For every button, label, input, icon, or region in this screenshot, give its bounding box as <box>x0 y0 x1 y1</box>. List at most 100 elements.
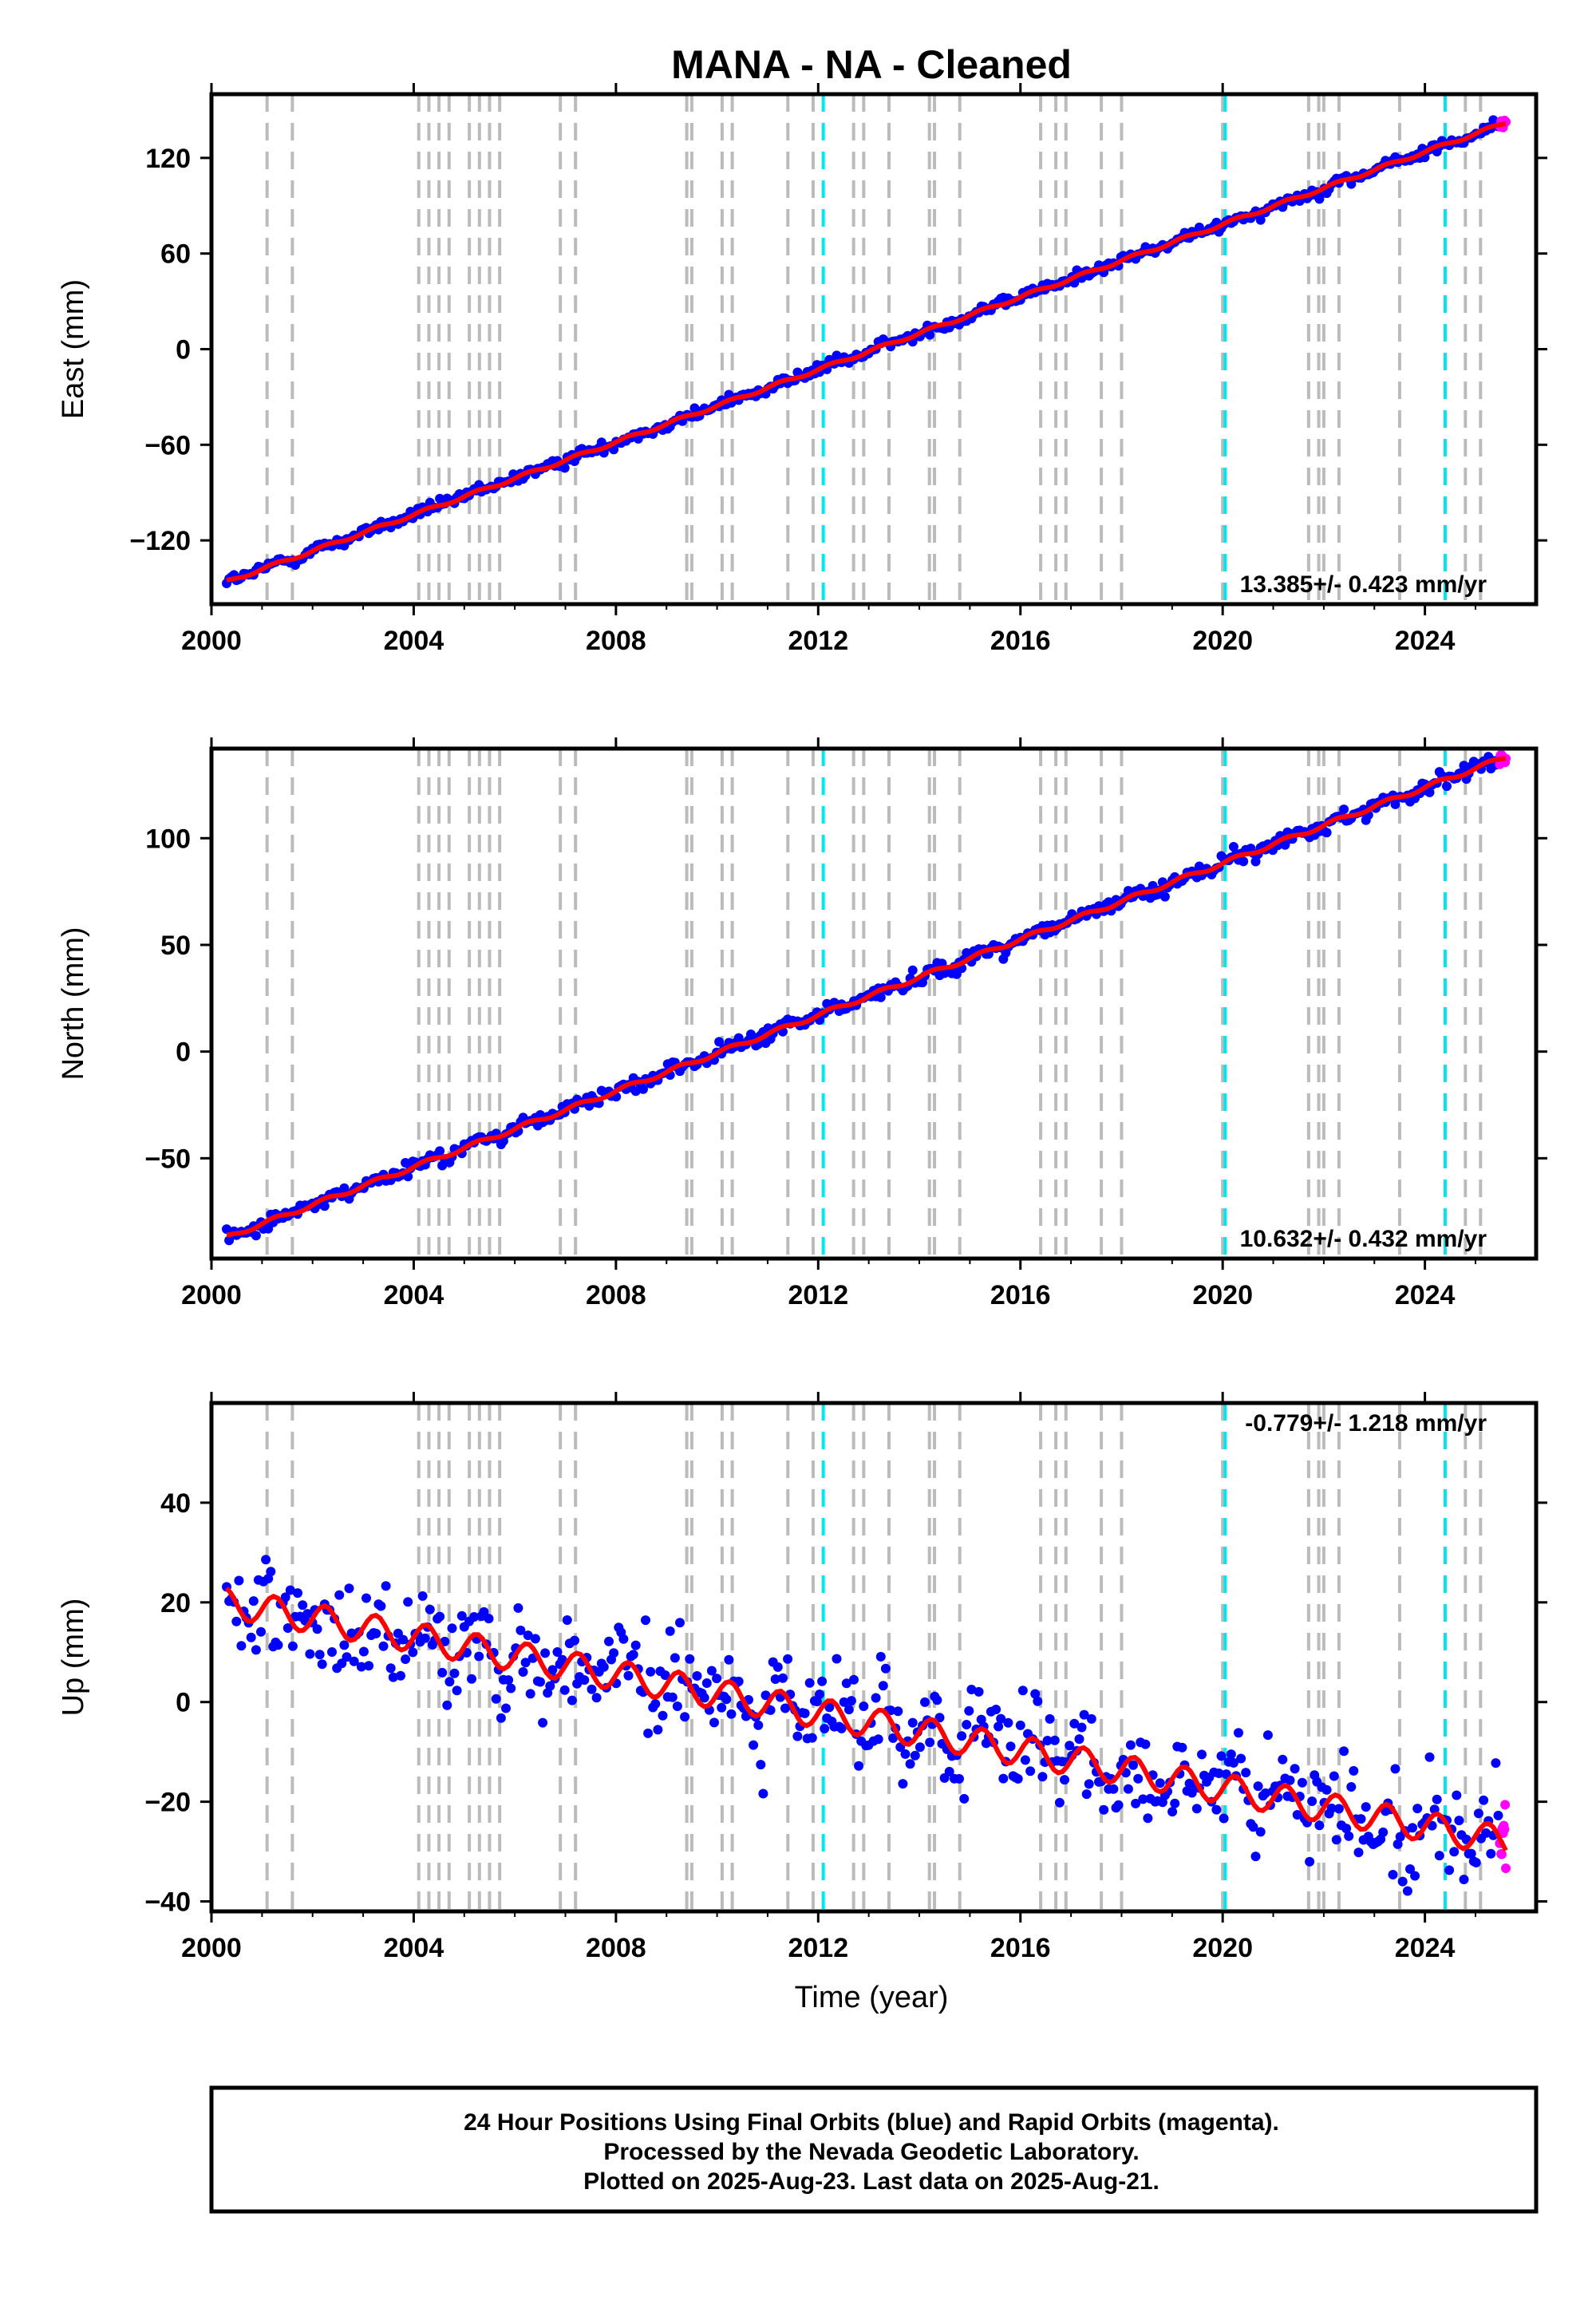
y-tick-label: 50 <box>160 931 191 961</box>
data-point <box>231 1616 242 1626</box>
data-point <box>638 1084 648 1094</box>
data-point <box>256 1626 266 1637</box>
data-point <box>1397 1876 1408 1887</box>
data-point <box>670 1653 680 1663</box>
data-point <box>552 1647 563 1657</box>
data-point <box>1170 1798 1180 1808</box>
x-tick-label: 2024 <box>1395 626 1456 656</box>
plot-frame <box>209 746 1539 1261</box>
data-point <box>1077 1722 1087 1733</box>
data-point <box>817 1676 828 1686</box>
data-point <box>1432 1794 1442 1804</box>
data-point <box>1410 1871 1420 1881</box>
data-point <box>714 1037 725 1047</box>
data-point <box>1454 1816 1464 1826</box>
data-point <box>317 1659 327 1670</box>
data-point <box>420 1633 430 1643</box>
data-point <box>749 1740 759 1750</box>
data-point <box>1187 1788 1197 1798</box>
data-point <box>1333 1804 1344 1814</box>
data-point <box>849 1674 859 1685</box>
plot-frame <box>209 1401 1539 1914</box>
data-point <box>873 1734 883 1745</box>
data-point <box>356 1662 366 1672</box>
data-point <box>1491 1758 1501 1769</box>
data-point <box>1167 1807 1178 1817</box>
data-point <box>630 1640 641 1650</box>
data-point <box>1353 1848 1364 1858</box>
x-tick-label: 2016 <box>990 626 1051 656</box>
data-point <box>449 1668 460 1678</box>
data-point <box>1074 1734 1084 1745</box>
data-point <box>538 1717 548 1728</box>
data-point <box>721 1694 732 1705</box>
x-tick-label: 2020 <box>1192 1280 1253 1310</box>
data-point <box>1045 1713 1055 1724</box>
data-point <box>685 1654 695 1664</box>
data-point <box>525 1689 535 1699</box>
data-point <box>1228 842 1238 852</box>
data-point <box>910 1750 920 1761</box>
data-point <box>1079 1709 1089 1720</box>
data-point <box>1412 1804 1423 1814</box>
data-point <box>1155 1778 1165 1788</box>
data-point <box>665 1626 675 1636</box>
data-point <box>1159 891 1170 902</box>
x-tick-label: 2016 <box>990 1933 1051 1963</box>
data-point <box>1493 1810 1503 1820</box>
data-point <box>878 1681 888 1691</box>
data-point <box>1321 828 1332 838</box>
data-point <box>1393 1839 1403 1849</box>
data-point <box>932 1695 942 1705</box>
data-point <box>1290 1764 1300 1774</box>
x-tick-label: 2012 <box>788 1280 848 1310</box>
data-point <box>925 330 935 340</box>
data-point <box>756 1760 766 1770</box>
data-point <box>557 1654 567 1665</box>
y-tick-label: −50 <box>144 1144 191 1174</box>
data-point <box>385 1663 396 1674</box>
data-point <box>658 1710 668 1721</box>
y-tick-label: −20 <box>144 1788 191 1818</box>
data-point <box>251 1231 261 1241</box>
data-point <box>1005 1741 1016 1752</box>
data-point <box>1346 1782 1357 1792</box>
data-point <box>1255 1827 1266 1837</box>
data-point <box>846 1696 856 1706</box>
data-point <box>1402 1886 1412 1896</box>
data-point <box>1128 1760 1138 1770</box>
data-point <box>609 1648 619 1658</box>
data-point <box>1479 1795 1489 1805</box>
data-point <box>888 1733 899 1743</box>
data-point <box>1253 1781 1263 1792</box>
data-point <box>1084 1779 1094 1789</box>
data-point <box>314 1650 325 1660</box>
y-tick-label: 0 <box>176 335 191 366</box>
data-point <box>1015 1720 1025 1730</box>
data-point <box>371 1628 381 1638</box>
data-point <box>907 965 918 975</box>
data-point <box>545 1681 555 1691</box>
x-axis-label: Time (year) <box>795 1981 949 2014</box>
data-point <box>880 1663 891 1674</box>
data-point <box>381 1581 391 1591</box>
data-point <box>996 1713 1006 1724</box>
data-point <box>832 1654 842 1664</box>
data-point <box>699 1693 709 1703</box>
data-point <box>396 1670 405 1681</box>
data-point <box>358 1646 369 1657</box>
data-point <box>547 1665 558 1675</box>
data-point <box>1125 1740 1136 1750</box>
data-point <box>474 1651 484 1662</box>
data-point <box>1305 1856 1315 1867</box>
data-point <box>907 1717 918 1728</box>
data-point <box>401 1654 411 1664</box>
data-point <box>484 1614 494 1624</box>
data-point <box>435 1146 445 1156</box>
data-point <box>327 1647 337 1657</box>
data-point <box>1459 761 1469 771</box>
data-point <box>447 1623 457 1634</box>
data-point <box>591 1693 602 1703</box>
data-point <box>998 1773 1009 1784</box>
data-point <box>251 1645 261 1655</box>
